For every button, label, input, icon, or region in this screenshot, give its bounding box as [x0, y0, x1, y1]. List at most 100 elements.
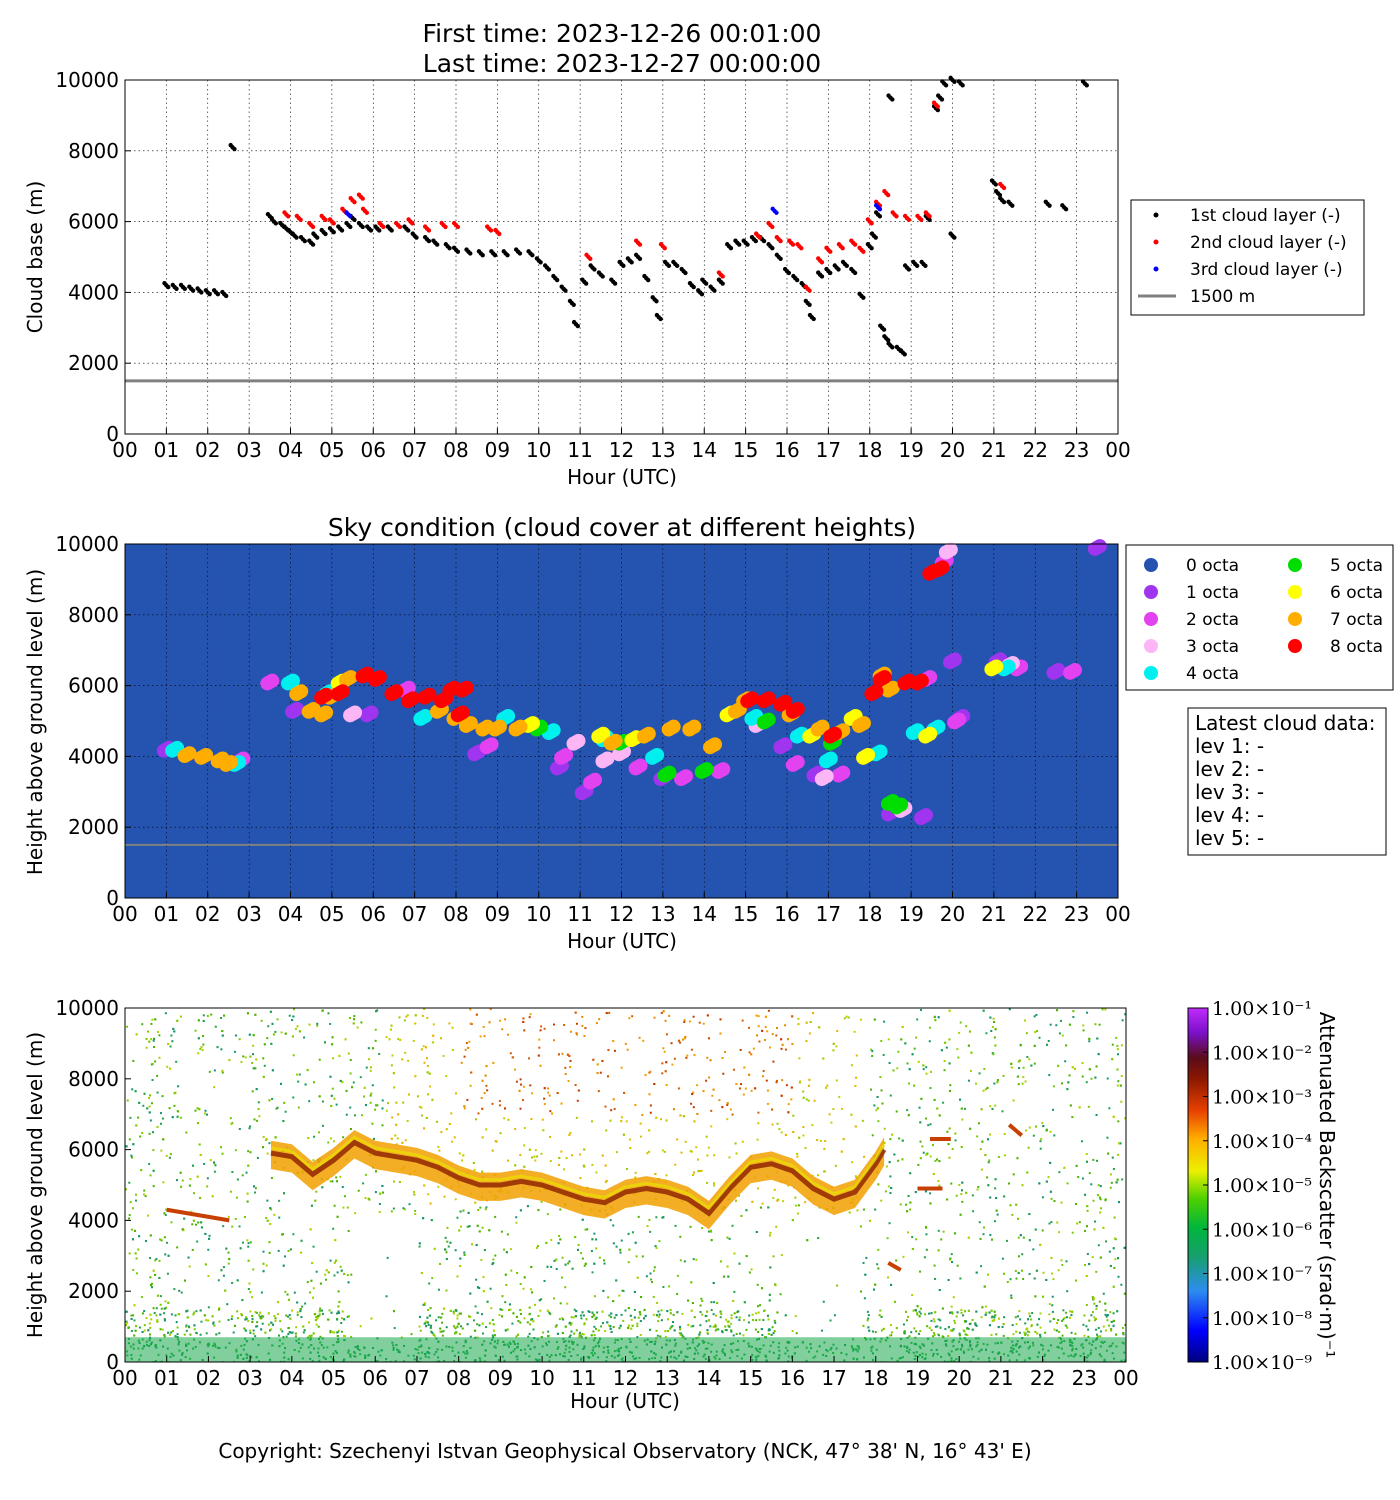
backscatter-pixel [917, 1332, 920, 1335]
backscatter-pixel [459, 1257, 462, 1260]
backscatter-pixel [448, 1022, 451, 1025]
backscatter-pixel [1083, 1263, 1086, 1266]
backscatter-pixel [942, 1336, 945, 1339]
backscatter-pixel [748, 1051, 751, 1054]
backscatter-pixel [277, 1249, 280, 1252]
backscatter-pixel [661, 1062, 664, 1065]
backscatter-pixel [650, 1278, 653, 1281]
backscatter-pixel [281, 1330, 284, 1333]
backscatter-pixel [159, 1112, 162, 1115]
backscatter-pixel [1012, 1099, 1015, 1102]
x-tick-label: 17 [816, 438, 841, 462]
backscatter-pixel [698, 1021, 701, 1024]
backscatter-pixel [207, 1248, 210, 1251]
cloud-layer-1-point [368, 228, 374, 233]
cloud-layer-1-point [455, 249, 461, 254]
backscatter-pixel [137, 1116, 140, 1119]
backscatter-pixel [428, 1282, 431, 1285]
backscatter-pixel [153, 1046, 156, 1049]
backscatter-pixel [364, 1173, 367, 1176]
backscatter-pixel [1039, 1140, 1042, 1143]
backscatter-pixel [1060, 1082, 1063, 1085]
backscatter-pixel [543, 1103, 546, 1106]
backscatter-pixel [669, 1309, 672, 1312]
backscatter-pixel [483, 1035, 486, 1038]
backscatter-pixel [278, 1334, 281, 1337]
backscatter-pixel [877, 1248, 880, 1251]
backscatter-pixel [266, 1037, 269, 1040]
backscatter-pixel [1010, 1066, 1013, 1069]
backscatter-pixel [520, 1083, 523, 1086]
backscatter-pixel [823, 1147, 826, 1150]
backscatter-pixel [371, 1084, 374, 1087]
backscatter-pixel [291, 1309, 294, 1312]
backscatter-pixel [469, 1022, 472, 1025]
backscatter-pixel [855, 1076, 858, 1079]
backscatter-pixel [385, 1295, 388, 1298]
backscatter-pixel [658, 1313, 661, 1316]
backscatter-pixel [984, 1088, 987, 1091]
backscatter-pixel [385, 1109, 388, 1112]
backscatter-pixel [273, 1213, 276, 1216]
backscatter-pixel [731, 1224, 734, 1227]
backscatter-pixel [802, 1096, 805, 1099]
backscatter-pixel [989, 1133, 992, 1136]
backscatter-pixel [196, 1240, 199, 1243]
backscatter-pixel [175, 1060, 178, 1063]
backscatter-pixel [1108, 1107, 1111, 1110]
sky-condition-chart: Sky condition (cloud cover at different … [23, 513, 1394, 953]
backscatter-pixel [208, 1234, 211, 1237]
backscatter-pixel [780, 1131, 783, 1134]
backscatter-pixel [948, 1127, 951, 1130]
x-tick-label: 15 [733, 902, 758, 926]
backscatter-pixel [271, 1097, 274, 1100]
backscatter-pixel [945, 1046, 948, 1049]
backscatter-pixel [915, 1036, 918, 1039]
octa-8-point [455, 705, 470, 720]
backscatter-pixel [729, 1108, 732, 1111]
backscatter-pixel [1086, 1011, 1089, 1014]
backscatter-pixel [706, 1181, 709, 1184]
cloud-layer-1-point [819, 274, 825, 279]
backscatter-pixel [130, 1314, 133, 1317]
backscatter-pixel [1017, 1236, 1020, 1239]
cloud-layer-1-point [314, 235, 320, 240]
backscatter-pixel [262, 1250, 265, 1253]
cloud-layer-1-point [360, 224, 365, 230]
backscatter-pixel [569, 1334, 572, 1337]
backscatter-pixel [164, 1012, 167, 1015]
backscatter-pixel [975, 1082, 978, 1085]
backscatter-pixel [633, 1308, 636, 1311]
backscatter-pixel [1057, 1319, 1060, 1322]
backscatter-pixel [337, 1310, 340, 1313]
backscatter-pixel [910, 1331, 913, 1334]
backscatter-pixel [1085, 1303, 1088, 1306]
backscatter-pixel [375, 1104, 378, 1107]
backscatter-pixel [978, 1221, 981, 1224]
backscatter-pixel [547, 1091, 550, 1094]
backscatter-pixel [329, 1022, 332, 1025]
backscatter-pixel [214, 1164, 217, 1167]
backscatter-pixel [938, 1184, 941, 1187]
backscatter-pixel [1053, 1328, 1056, 1331]
backscatter-pixel [331, 1180, 334, 1183]
backscatter-pixel [1006, 1280, 1009, 1283]
backscatter-pixel [461, 1327, 464, 1330]
backscatter-pixel [346, 1206, 349, 1209]
backscatter-pixel [254, 1187, 257, 1190]
legend-label-octa-2: 2 octa [1186, 610, 1239, 630]
backscatter-pixel [944, 1328, 947, 1331]
backscatter-pixel [773, 1188, 776, 1191]
backscatter-pixel [293, 1291, 296, 1294]
backscatter-pixel [477, 1112, 480, 1115]
backscatter-pixel [231, 1121, 234, 1124]
y-tick-label: 2000 [68, 351, 119, 375]
backscatter-pixel [1039, 1147, 1042, 1150]
backscatter-pixel [950, 1305, 953, 1308]
backscatter-pixel [296, 1025, 299, 1028]
backscatter-pixel [712, 1301, 715, 1304]
backscatter-pixel [659, 1118, 662, 1121]
backscatter-pixel [705, 1320, 708, 1323]
backscatter-pixel [587, 1310, 590, 1313]
cloud-layer-1-point [323, 231, 328, 237]
